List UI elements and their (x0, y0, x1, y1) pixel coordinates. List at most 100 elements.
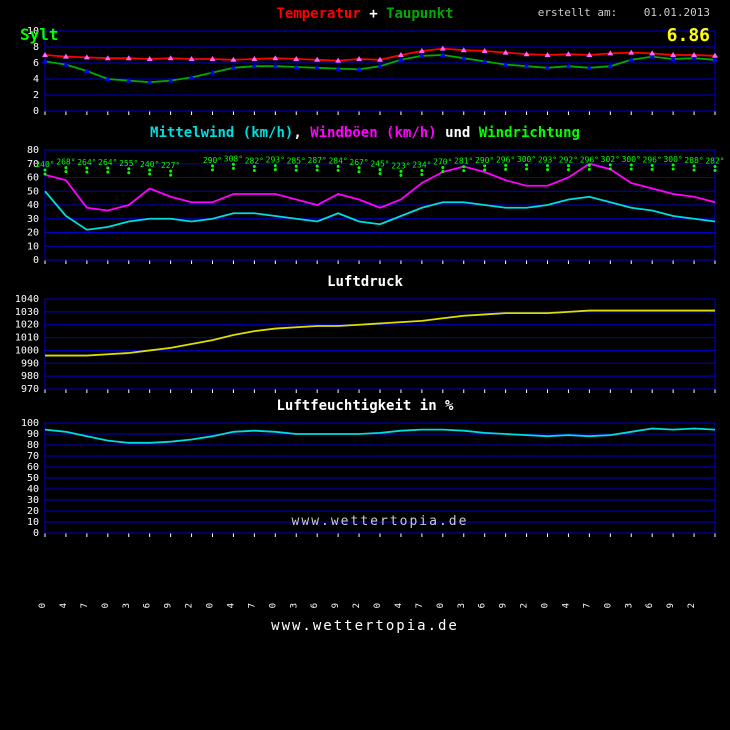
svg-text:288°: 288° (684, 156, 703, 165)
svg-text:01 01 04: 01 01 04 (59, 603, 69, 608)
svg-text:04 01 13: 04 01 13 (624, 603, 634, 608)
svg-text:285°: 285° (287, 156, 306, 165)
header-taupunkt: Taupunkt (386, 6, 453, 22)
svg-text:02 01 16: 02 01 16 (310, 603, 320, 608)
svg-text:02 01 22: 02 01 22 (352, 603, 362, 608)
svg-text:296°: 296° (580, 155, 599, 164)
svg-text:60: 60 (27, 173, 39, 184)
svg-text:290°: 290° (203, 156, 222, 165)
svg-text:03 01 22: 03 01 22 (520, 603, 530, 608)
svg-text:50: 50 (27, 473, 39, 484)
svg-text:04 01 10: 04 01 10 (603, 603, 613, 608)
chart4-header: Luftfeuchtigkeit in % (0, 394, 730, 418)
svg-text:264°: 264° (98, 158, 117, 167)
chart-temperature: 0246810 (0, 26, 730, 121)
svg-text:03 01 10: 03 01 10 (436, 603, 446, 608)
svg-text:80: 80 (27, 145, 39, 156)
svg-text:267°: 267° (349, 158, 368, 167)
svg-text:282°: 282° (245, 157, 264, 166)
svg-text:30: 30 (27, 495, 39, 506)
svg-text:01 01 10: 01 01 10 (101, 603, 111, 608)
svg-text:240°: 240° (35, 160, 54, 169)
svg-text:02 01 13: 02 01 13 (289, 603, 299, 608)
svg-text:990: 990 (21, 358, 39, 369)
svg-text:308°: 308° (224, 154, 243, 163)
svg-text:292°: 292° (559, 156, 578, 165)
svg-text:980: 980 (21, 371, 39, 382)
svg-text:04 01 04: 04 01 04 (561, 603, 571, 608)
svg-text:01 01 00: 01 01 00 (38, 603, 48, 608)
svg-text:264°: 264° (77, 158, 96, 167)
svg-text:80: 80 (27, 440, 39, 451)
svg-text:20: 20 (27, 506, 39, 517)
svg-text:1030: 1030 (15, 307, 39, 318)
svg-text:04 01 22: 04 01 22 (687, 603, 697, 608)
header-temp: Temperatur (276, 6, 360, 22)
location-label: Sylt (20, 25, 59, 44)
svg-text:10: 10 (27, 517, 39, 528)
svg-text:100: 100 (21, 418, 39, 429)
svg-text:268°: 268° (56, 158, 75, 167)
svg-text:296°: 296° (643, 155, 662, 164)
svg-text:287°: 287° (308, 156, 327, 165)
svg-text:1040: 1040 (15, 294, 39, 305)
header-plus: + (369, 6, 377, 22)
svg-text:302°: 302° (601, 155, 620, 164)
svg-text:290°: 290° (475, 156, 494, 165)
svg-text:02 01 00: 02 01 00 (206, 603, 216, 608)
chart-wind: 01020304050607080240°268°264°264°255°240… (0, 145, 730, 270)
svg-text:4: 4 (33, 74, 39, 85)
svg-text:03 01 07: 03 01 07 (415, 603, 425, 608)
svg-text:293°: 293° (266, 156, 285, 165)
svg-text:50: 50 (27, 186, 39, 197)
svg-text:90: 90 (27, 429, 39, 440)
svg-text:223°: 223° (391, 161, 410, 170)
svg-text:01 01 22: 01 01 22 (185, 603, 195, 608)
top-value: 6.86 (667, 25, 710, 46)
svg-text:www.wettertopia.de: www.wettertopia.de (292, 514, 469, 529)
svg-text:10: 10 (27, 241, 39, 252)
svg-text:03 01 00: 03 01 00 (373, 603, 383, 608)
svg-text:01 01 16: 01 01 16 (143, 603, 153, 608)
svg-text:240°: 240° (140, 160, 159, 169)
chart-pressure: 97098099010001010102010301040 (0, 294, 730, 394)
svg-text:20: 20 (27, 228, 39, 239)
svg-text:293°: 293° (538, 156, 557, 165)
svg-text:281°: 281° (454, 157, 473, 166)
svg-text:282°: 282° (705, 157, 724, 166)
svg-text:04 01 00: 04 01 00 (541, 603, 551, 608)
svg-text:255°: 255° (119, 159, 138, 168)
svg-text:970: 970 (21, 384, 39, 394)
svg-text:296°: 296° (496, 155, 515, 164)
chart-humidity: 0102030405060708090100 www.wettertopia.de (0, 418, 730, 548)
svg-text:03 01 13: 03 01 13 (457, 603, 467, 608)
svg-text:04 01 19: 04 01 19 (666, 603, 676, 608)
svg-text:284°: 284° (328, 156, 347, 165)
svg-text:1010: 1010 (15, 333, 39, 344)
chart3-header: Luftdruck (0, 270, 730, 294)
svg-text:0: 0 (33, 528, 39, 539)
svg-text:01 01 13: 01 01 13 (122, 603, 132, 608)
footer-url: www.wettertopia.de (0, 608, 730, 634)
svg-text:04 01 16: 04 01 16 (645, 603, 655, 608)
svg-text:02 01 04: 02 01 04 (226, 603, 236, 608)
svg-text:0: 0 (33, 255, 39, 266)
svg-text:234°: 234° (412, 161, 431, 170)
svg-text:03 01 16: 03 01 16 (478, 603, 488, 608)
svg-text:0: 0 (33, 106, 39, 117)
svg-text:270°: 270° (433, 158, 452, 167)
svg-text:02 01 19: 02 01 19 (331, 603, 341, 608)
created-label: erstellt am: 01.01.2013 (538, 6, 710, 19)
x-axis-labels: 01 01 0001 01 0401 01 0701 01 1001 01 13… (0, 548, 730, 608)
svg-text:01 01 19: 01 01 19 (164, 603, 174, 608)
svg-text:300°: 300° (622, 155, 641, 164)
svg-text:1000: 1000 (15, 345, 39, 356)
svg-text:40: 40 (27, 200, 39, 211)
chart2-header: Mittelwind (km/h), Windböen (km/h) und W… (0, 121, 730, 145)
svg-text:60: 60 (27, 462, 39, 473)
svg-text:03 01 04: 03 01 04 (394, 603, 404, 608)
svg-text:30: 30 (27, 214, 39, 225)
svg-text:40: 40 (27, 484, 39, 495)
svg-text:70: 70 (27, 451, 39, 462)
svg-text:300°: 300° (663, 155, 682, 164)
